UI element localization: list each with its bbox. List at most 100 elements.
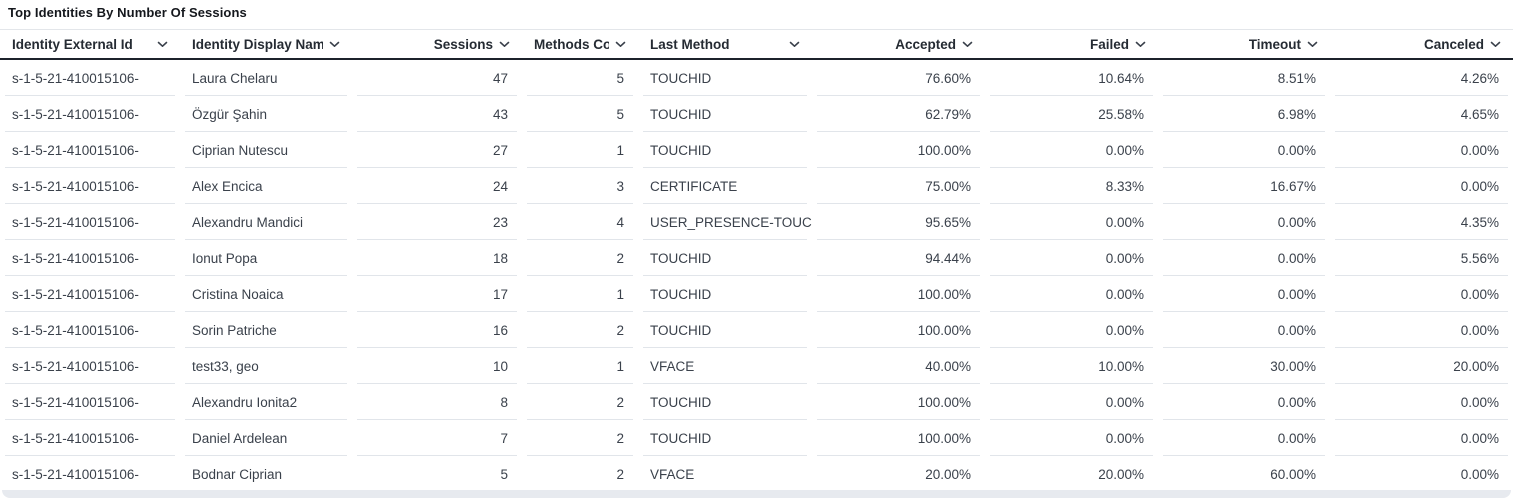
cell-identity_external_id: s-1-5-21-410015106- bbox=[0, 420, 180, 456]
sort-chevron-down-icon[interactable] bbox=[1307, 41, 1318, 48]
cell-methods_count: 2 bbox=[522, 420, 638, 456]
cell-sessions: 5 bbox=[352, 456, 522, 492]
cell-failed: 20.00% bbox=[985, 456, 1158, 492]
cell-sessions: 24 bbox=[352, 168, 522, 204]
cell-accepted: 100.00% bbox=[812, 276, 985, 312]
cell-identity_external_id: s-1-5-21-410015106- bbox=[0, 348, 180, 384]
column-header-canceled[interactable]: Canceled bbox=[1330, 29, 1513, 60]
table-row: s-1-5-21-410015106- Alexandru Ionita2 8 2 TO… bbox=[0, 384, 1513, 420]
cell-timeout: 0.00% bbox=[1158, 384, 1330, 420]
sort-chevron-down-icon[interactable] bbox=[1490, 41, 1501, 48]
identities-table: Identity External Id Identity Display Nam… bbox=[0, 29, 1513, 492]
cell-sessions: 7 bbox=[352, 420, 522, 456]
column-header-methods_count[interactable]: Methods Count bbox=[522, 29, 638, 60]
cell-methods_count: 2 bbox=[522, 384, 638, 420]
cell-methods_count: 5 bbox=[522, 60, 638, 96]
cell-identity_display_name: Ciprian Nutescu bbox=[180, 132, 352, 168]
table-row: s-1-5-21-410015106- Alex Encica 24 3 CERTIFI… bbox=[0, 168, 1513, 204]
cell-timeout: 6.98% bbox=[1158, 96, 1330, 132]
cell-last_method: VFACE bbox=[638, 348, 812, 384]
cell-methods_count: 1 bbox=[522, 348, 638, 384]
cell-failed: 0.00% bbox=[985, 420, 1158, 456]
cell-sessions: 23 bbox=[352, 204, 522, 240]
cell-accepted: 100.00% bbox=[812, 312, 985, 348]
sort-chevron-down-icon[interactable] bbox=[499, 41, 510, 48]
column-label: Identity External Id bbox=[12, 36, 133, 52]
column-label: Last Method bbox=[650, 36, 730, 52]
cell-identity_external_id: s-1-5-21-410015106- bbox=[0, 132, 180, 168]
cell-sessions: 10 bbox=[352, 348, 522, 384]
cell-methods_count: 1 bbox=[522, 276, 638, 312]
cell-failed: 25.58% bbox=[985, 96, 1158, 132]
table-header: Identity External Id Identity Display Nam… bbox=[0, 29, 1513, 60]
cell-accepted: 94.44% bbox=[812, 240, 985, 276]
cell-timeout: 0.00% bbox=[1158, 312, 1330, 348]
cell-last_method: TOUCHID bbox=[638, 132, 812, 168]
cell-accepted: 76.60% bbox=[812, 60, 985, 96]
cell-identity_external_id: s-1-5-21-410015106- bbox=[0, 168, 180, 204]
cell-failed: 0.00% bbox=[985, 240, 1158, 276]
cell-canceled: 4.26% bbox=[1330, 60, 1513, 96]
column-header-last_method[interactable]: Last Method bbox=[638, 29, 812, 60]
table-row: s-1-5-21-410015106- Sorin Patriche 16 2 TOUC… bbox=[0, 312, 1513, 348]
cell-timeout: 0.00% bbox=[1158, 420, 1330, 456]
sort-chevron-down-icon[interactable] bbox=[962, 41, 973, 48]
table-row: s-1-5-21-410015106- Daniel Ardelean 7 2 TOUC… bbox=[0, 420, 1513, 456]
cell-identity_external_id: s-1-5-21-410015106- bbox=[0, 456, 180, 492]
cell-identity_display_name: Bodnar Ciprian bbox=[180, 456, 352, 492]
cell-canceled: 0.00% bbox=[1330, 312, 1513, 348]
sort-chevron-down-icon[interactable] bbox=[615, 41, 626, 48]
table-row: s-1-5-21-410015106- Bodnar Ciprian 5 2 VFACE… bbox=[0, 456, 1513, 492]
cell-methods_count: 4 bbox=[522, 204, 638, 240]
column-label: Failed bbox=[1089, 36, 1129, 52]
cell-identity_display_name: Ionut Popa bbox=[180, 240, 352, 276]
horizontal-scrollbar-track[interactable] bbox=[2, 490, 1511, 498]
cell-methods_count: 2 bbox=[522, 312, 638, 348]
cell-failed: 10.64% bbox=[985, 60, 1158, 96]
sort-chevron-down-icon[interactable] bbox=[1135, 41, 1146, 48]
cell-sessions: 47 bbox=[352, 60, 522, 96]
sort-chevron-down-icon[interactable] bbox=[157, 41, 168, 48]
cell-failed: 0.00% bbox=[985, 312, 1158, 348]
cell-accepted: 100.00% bbox=[812, 384, 985, 420]
cell-canceled: 4.65% bbox=[1330, 96, 1513, 132]
cell-identity_external_id: s-1-5-21-410015106- bbox=[0, 312, 180, 348]
cell-canceled: 4.35% bbox=[1330, 204, 1513, 240]
cell-identity_external_id: s-1-5-21-410015106- bbox=[0, 240, 180, 276]
cell-canceled: 0.00% bbox=[1330, 168, 1513, 204]
column-label: Methods Count bbox=[534, 36, 609, 52]
cell-canceled: 0.00% bbox=[1330, 384, 1513, 420]
cell-last_method: VFACE bbox=[638, 456, 812, 492]
cell-methods_count: 3 bbox=[522, 168, 638, 204]
column-label: Canceled bbox=[1423, 36, 1484, 52]
cell-identity_display_name: Sorin Patriche bbox=[180, 312, 352, 348]
cell-sessions: 27 bbox=[352, 132, 522, 168]
column-label: Accepted bbox=[895, 36, 956, 52]
column-header-sessions[interactable]: Sessions bbox=[352, 29, 522, 60]
cell-last_method: TOUCHID bbox=[638, 60, 812, 96]
cell-accepted: 20.00% bbox=[812, 456, 985, 492]
cell-accepted: 100.00% bbox=[812, 132, 985, 168]
cell-methods_count: 1 bbox=[522, 132, 638, 168]
cell-identity_display_name: Alexandru Mandici bbox=[180, 204, 352, 240]
column-label: Sessions bbox=[433, 36, 493, 52]
cell-identity_display_name: Laura Chelaru bbox=[180, 60, 352, 96]
table-body: s-1-5-21-410015106- Laura Chelaru 47 5 TOUCH… bbox=[0, 60, 1513, 492]
column-header-identity_display_name[interactable]: Identity Display Name bbox=[180, 29, 352, 60]
table-row: s-1-5-21-410015106- Laura Chelaru 47 5 TOUCH… bbox=[0, 60, 1513, 96]
sort-chevron-down-icon[interactable] bbox=[329, 41, 340, 48]
cell-accepted: 62.79% bbox=[812, 96, 985, 132]
cell-timeout: 16.67% bbox=[1158, 168, 1330, 204]
cell-canceled: 20.00% bbox=[1330, 348, 1513, 384]
table-row: s-1-5-21-410015106- Ionut Popa 18 2 TOUCHID 9… bbox=[0, 240, 1513, 276]
column-header-accepted[interactable]: Accepted bbox=[812, 29, 985, 60]
cell-last_method: USER_PRESENCE-TOUC bbox=[638, 204, 812, 240]
cell-sessions: 8 bbox=[352, 384, 522, 420]
column-header-failed[interactable]: Failed bbox=[985, 29, 1158, 60]
column-header-timeout[interactable]: Timeout bbox=[1158, 29, 1330, 60]
cell-identity_display_name: Özgür Şahin bbox=[180, 96, 352, 132]
sort-chevron-down-icon[interactable] bbox=[789, 41, 800, 48]
cell-failed: 10.00% bbox=[985, 348, 1158, 384]
cell-identity_display_name: Cristina Noaica bbox=[180, 276, 352, 312]
column-header-identity_external_id[interactable]: Identity External Id bbox=[0, 29, 180, 60]
